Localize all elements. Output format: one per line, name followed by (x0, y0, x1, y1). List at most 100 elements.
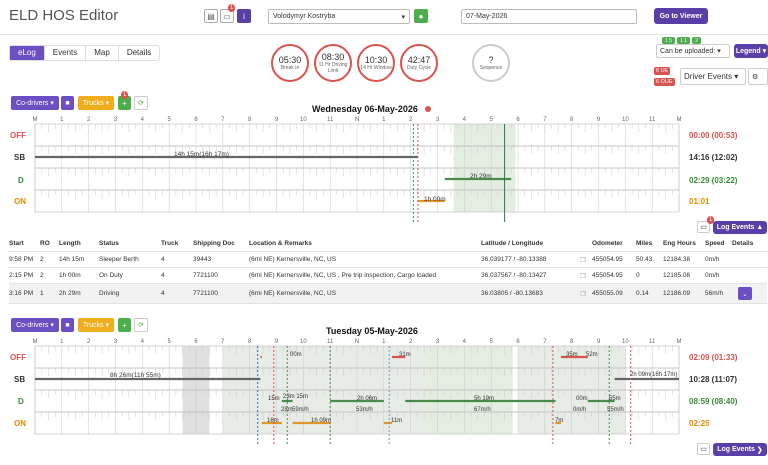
mini-badge: 1 5 (662, 37, 675, 44)
log-events-label: Log Events (716, 224, 755, 231)
oue-badge: 6 OUE (654, 78, 675, 86)
go-to-viewer-button[interactable]: Go to Viewer (654, 8, 708, 24)
day2-graph: M 1 2 3 4 5 6 7 8 9 10 11 N 1 2 3 4 5 6 7 8 9 10 11 M (33, 339, 682, 444)
hour-tick-label: 7 (221, 339, 225, 345)
table-row[interactable]: 3:16 PM 1 2h 29m Driving 4 7721100 (6mi … (9, 284, 767, 304)
truck-icon[interactable]: ■ (61, 96, 74, 110)
notes-icon[interactable]: ▭ (220, 9, 234, 23)
table-row[interactable]: 9:58 PM 2 14h 15m Sleeper Berth 4 39443 … (9, 252, 767, 268)
segment-label: 23m 15m (283, 394, 309, 400)
codrivers-label: Co-drivers (16, 321, 49, 329)
trucks-button-day2[interactable]: Trucks ▾ (78, 318, 114, 332)
events-table: Start RO Length Status Truck Shipping Do… (9, 236, 767, 304)
status-d-label: D (18, 397, 24, 406)
document-icon[interactable]: ▤ (204, 9, 218, 23)
trucks-button[interactable]: Trucks ▾ (78, 96, 114, 110)
gauge-window: 10:30 14 Hr Window (357, 44, 395, 82)
ue-badge: 6 UE (654, 67, 671, 75)
cell-length: 1h 00m (59, 272, 81, 279)
copy-icon[interactable]: ❐ (580, 256, 586, 264)
gauge-label: Break In (280, 65, 300, 71)
hour-tick-label: 6 (516, 117, 520, 123)
status-on-label: ON (14, 419, 26, 428)
comment-icon[interactable]: ▭ (697, 443, 710, 455)
legend-button[interactable]: Legend ▾ (734, 44, 768, 58)
hour-tick-label: M (33, 339, 38, 345)
sb-total: 14:16 (12:02) (689, 153, 738, 162)
hour-tick-label: 10 (300, 117, 307, 123)
col-miles: Miles (636, 240, 653, 247)
hour-tick-label: 9 (597, 117, 601, 123)
cell-latlng: 36.037567 / -80.13427 (481, 272, 547, 279)
segment-label: 7m (555, 418, 564, 424)
d-total: 02:29 (03:22) (689, 176, 738, 185)
codrivers-button[interactable]: Co-drivers ▾ (11, 96, 59, 110)
day1-graph: M 1 2 3 4 5 6 7 8 9 10 11 N 1 2 3 4 5 6 7 8 9 10 11 M (33, 117, 682, 222)
can-upload-label: Can be uploaded: (660, 47, 716, 55)
gauge-sequence: ? Sequence (472, 44, 510, 82)
user-icon[interactable]: ● (414, 9, 428, 23)
cell-status: Sleeper Berth (99, 256, 139, 263)
hour-tick-label: 1 (60, 117, 64, 123)
sb-total: 10:28 (11:07) (689, 375, 738, 384)
hour-tick-label: N (355, 339, 359, 345)
table-header: Start RO Length Status Truck Shipping Do… (9, 236, 767, 252)
col-truck: Truck (161, 240, 179, 247)
date-input[interactable]: 07-May-2026 (461, 9, 637, 24)
col-odometer: Odometer (592, 240, 623, 247)
expand-chevron-icon[interactable]: ⌄ (738, 287, 752, 300)
status-off-label: OFF (10, 131, 26, 140)
driver-events-label: Driver Events (684, 72, 733, 81)
hour-tick-label: 3 (114, 117, 118, 123)
cell-length: 14h 15m (59, 256, 85, 263)
segment-label: 31m (399, 352, 411, 358)
codrivers-button-day2[interactable]: Co-drivers ▾ (11, 318, 59, 332)
cell-eng-hours: 12186.09 (663, 290, 691, 297)
driver-select[interactable]: Volodymyr Kostryba ▾ (268, 9, 410, 24)
table-row[interactable]: 2:15 PM 2 1h 00m On Duty 4 7721100 (6mi … (9, 268, 767, 284)
log-events-badge: 1 (707, 216, 715, 224)
truck-icon[interactable]: ■ (61, 318, 74, 332)
hour-tick-label: 6 (194, 117, 198, 123)
segment-label: 0m/h (573, 407, 587, 413)
segment-label: 52m (586, 352, 598, 358)
col-start: Start (9, 240, 24, 247)
hour-tick-label: M (33, 117, 38, 123)
hour-tick-label: N (355, 117, 359, 123)
comment-icon[interactable]: ▭ (697, 221, 710, 233)
tab-elog[interactable]: eLog (10, 46, 45, 60)
alert-dot-icon (425, 106, 431, 112)
share-icon[interactable]: ⚙ (748, 68, 768, 85)
refresh-icon[interactable]: ⟳ (134, 318, 148, 332)
copy-icon[interactable]: ❐ (580, 290, 586, 298)
cell-status: On Duty (99, 272, 123, 279)
copy-icon[interactable]: ❐ (580, 272, 586, 280)
log-events-button-day2[interactable]: Log Events ❯ (713, 443, 767, 456)
hour-tick-label: 8 (570, 339, 574, 345)
cell-ro: 2 (40, 272, 44, 279)
cell-doc: 7721100 (193, 272, 218, 279)
segment-label: 1h 00m (424, 196, 446, 203)
tab-details[interactable]: Details (126, 48, 152, 57)
hour-tick-label: 4 (141, 339, 145, 345)
hour-tick-label: 3 (436, 117, 440, 123)
info-icon[interactable]: i (237, 9, 251, 23)
col-ro: RO (40, 240, 50, 247)
add-event-icon[interactable]: + (118, 318, 131, 332)
hour-tick-label: 10 (622, 117, 629, 123)
tab-events[interactable]: Events (45, 46, 87, 60)
driver-name: Volodymyr Kostryba (273, 13, 336, 20)
add-event-icon[interactable]: + (118, 96, 131, 110)
can-upload-select[interactable]: Can be uploaded: ▾ (656, 44, 730, 58)
hour-tick-label: 11 (649, 339, 656, 345)
d-total: 08:59 (08:40) (689, 397, 738, 406)
segment-label: 1h 09m (311, 418, 332, 424)
segment-label: 55m/h (607, 407, 624, 413)
segment-label: 2h 29m (470, 173, 492, 180)
log-events-button[interactable]: Log Events ▲ (713, 221, 767, 234)
refresh-icon[interactable]: ⟳ (134, 96, 148, 110)
col-location: Location & Remarks (249, 240, 312, 247)
segment-label: 2h 06m (357, 396, 378, 402)
tab-map[interactable]: Map (86, 46, 119, 60)
driver-events-select[interactable]: Driver Events ▾ (680, 68, 746, 85)
